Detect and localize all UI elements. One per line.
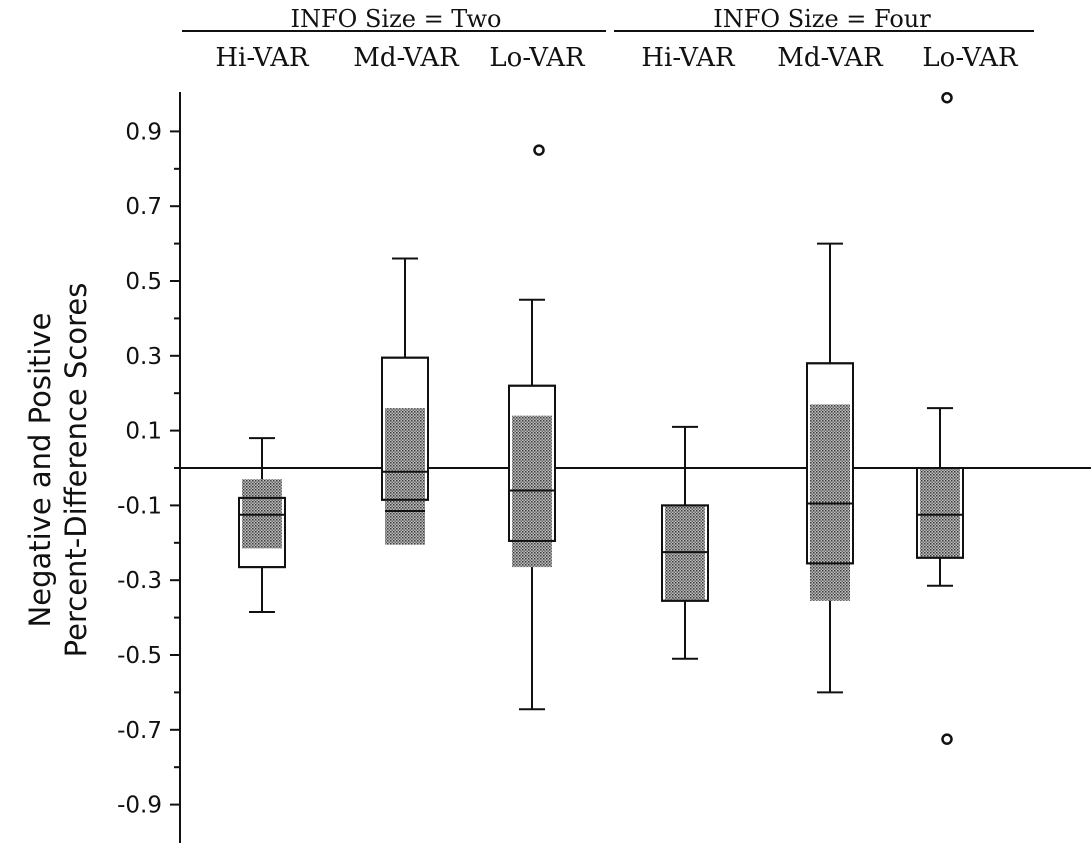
shaded-box xyxy=(920,468,960,558)
category-label: Hi-VAR xyxy=(641,43,736,73)
box-plot-hi-var-two xyxy=(238,437,286,613)
y-tick-label: 0.7 xyxy=(125,194,162,220)
white-box-outline xyxy=(806,362,854,565)
group-header-four: INFO Size = Four xyxy=(713,5,931,33)
category-label: Hi-VAR xyxy=(215,43,310,73)
y-tick-label: -0.3 xyxy=(117,568,162,594)
outlier-point xyxy=(941,733,953,745)
box-plot-md-var-four xyxy=(806,242,854,694)
y-tick-label: 0.1 xyxy=(125,419,162,445)
category-label: Md-VAR xyxy=(777,43,884,73)
box-plot-lo-var-two xyxy=(508,144,556,711)
category-label: Lo-VAR xyxy=(489,43,586,73)
y-tick-label: -0.9 xyxy=(117,793,162,819)
y-tick-label: 0.3 xyxy=(125,344,162,370)
y-axis-ticks: 0.9 0.7 0.5 0.3 0.1 -0.1 -0.3 -0.5 -0.7 -0.9 xyxy=(117,119,180,819)
box-plot-hi-var-four xyxy=(661,425,709,660)
y-axis-title-line1: Negative and Positive xyxy=(23,313,57,628)
outlier-point xyxy=(533,144,545,156)
outlier-point xyxy=(941,91,953,104)
y-tick-label: 0.5 xyxy=(125,269,162,295)
box-plots xyxy=(180,91,1091,745)
category-label: Lo-VAR xyxy=(922,43,1019,73)
y-tick-label: 0.9 xyxy=(125,119,162,145)
y-tick-label: -0.1 xyxy=(117,493,162,519)
box-plot-lo-var-four xyxy=(916,91,964,745)
category-label: Md-VAR xyxy=(353,43,460,73)
white-box-outline xyxy=(916,467,964,559)
y-tick-label: -0.5 xyxy=(117,643,162,669)
white-box-outline xyxy=(238,496,286,569)
y-axis-title-line2: Percent-Difference Scores xyxy=(59,283,93,658)
shaded-box xyxy=(385,408,425,545)
white-box-outline xyxy=(381,356,429,501)
group-header-two: INFO Size = Two xyxy=(291,5,502,33)
box-plot-md-var-two xyxy=(381,257,429,545)
y-tick-label: -0.7 xyxy=(117,718,162,744)
white-box-outline xyxy=(508,384,556,542)
